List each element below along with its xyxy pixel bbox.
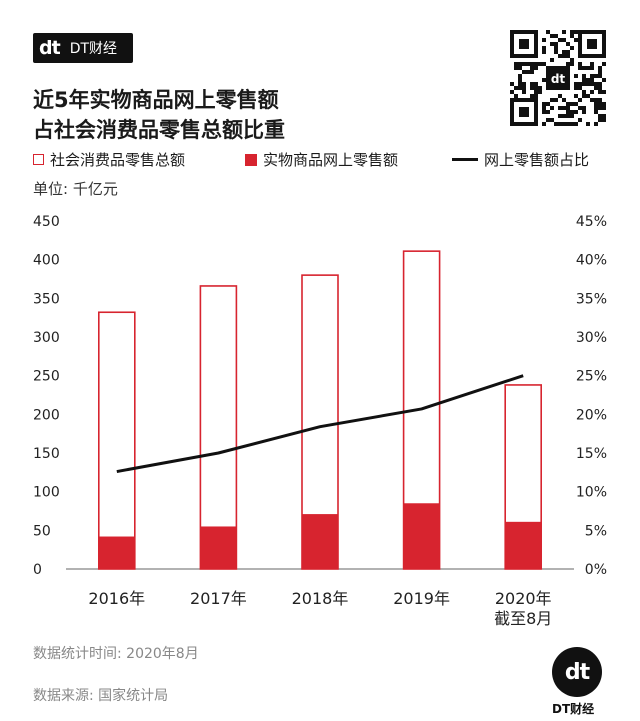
- y-tick-label: 400: [33, 253, 60, 269]
- y-tick-label: 200: [33, 407, 60, 423]
- y2-tick-label: 30%: [576, 330, 607, 346]
- y-tick-label: 0: [33, 562, 42, 578]
- x-tick-label: 2016年: [88, 589, 145, 608]
- y2-tick-label: 0%: [585, 562, 607, 578]
- bar-online: [98, 536, 135, 569]
- y2-tick-label: 5%: [585, 523, 607, 539]
- footer-time: 数据统计时间: 2020年8月: [33, 646, 199, 662]
- legend-item-total: 社会消费品零售总额: [33, 149, 185, 170]
- bar-total: [199, 285, 238, 570]
- legend-item-ratio: 网上零售额占比: [452, 149, 589, 170]
- y2-tick-label: 35%: [576, 291, 607, 307]
- legend-swatch-filled: [245, 153, 257, 166]
- y2-tick-label: 45%: [576, 214, 607, 230]
- svg-text:dt: dt: [551, 72, 566, 86]
- qr-code-icon: dt: [510, 30, 606, 126]
- legend-item-online: 实物商品网上零售额: [245, 149, 398, 170]
- y-tick-label: 150: [33, 446, 60, 462]
- chart-title-line-2: 占社会消费品零售总额比重: [33, 118, 285, 142]
- legend-label-ratio: 网上零售额占比: [484, 151, 590, 169]
- brand-logo-mark: dt: [39, 37, 61, 59]
- legend-label-total: 社会消费品零售总额: [50, 151, 186, 169]
- y-tick-label: 250: [33, 369, 60, 385]
- footer-logo-icon: dt: [552, 647, 602, 697]
- y2-tick-label: 10%: [576, 485, 607, 501]
- chart-title-line-1: 近5年实物商品网上零售额: [33, 88, 279, 112]
- y-tick-label: 50: [33, 523, 51, 539]
- x-tick-sublabel: 截至8月: [494, 609, 552, 628]
- bar-online: [403, 503, 440, 569]
- bar-online: [505, 521, 542, 569]
- legend-swatch-outline: [33, 154, 44, 165]
- y-tick-label: 350: [33, 291, 60, 307]
- legend-swatch-line: [452, 158, 478, 161]
- y2-tick-label: 40%: [576, 253, 607, 269]
- y-tick-label: 450: [33, 214, 60, 230]
- y2-tick-label: 20%: [576, 407, 607, 423]
- x-tick-label: 2020年: [495, 589, 552, 608]
- brand-logo: dt DT财经: [33, 33, 133, 63]
- x-tick-label: 2019年: [393, 589, 450, 608]
- y2-tick-label: 25%: [576, 369, 607, 385]
- legend-label-online: 实物商品网上零售额: [263, 151, 399, 169]
- x-tick-label: 2017年: [190, 589, 247, 608]
- unit-label: 单位: 千亿元: [33, 180, 118, 198]
- chart-title: 近5年实物商品网上零售额 占社会消费品零售总额比重: [33, 85, 285, 145]
- brand-logo-text: DT财经: [69, 41, 118, 57]
- bar-online: [302, 514, 338, 569]
- y2-tick-label: 15%: [576, 446, 607, 462]
- y-tick-label: 300: [33, 330, 60, 346]
- bar-total: [98, 311, 136, 570]
- bar-online: [200, 526, 237, 569]
- footer-source: 数据来源: 国家统计局: [33, 688, 169, 704]
- y-tick-label: 100: [33, 485, 60, 501]
- footer-logo-text: DT财经: [552, 702, 595, 716]
- x-tick-label: 2018年: [292, 589, 349, 608]
